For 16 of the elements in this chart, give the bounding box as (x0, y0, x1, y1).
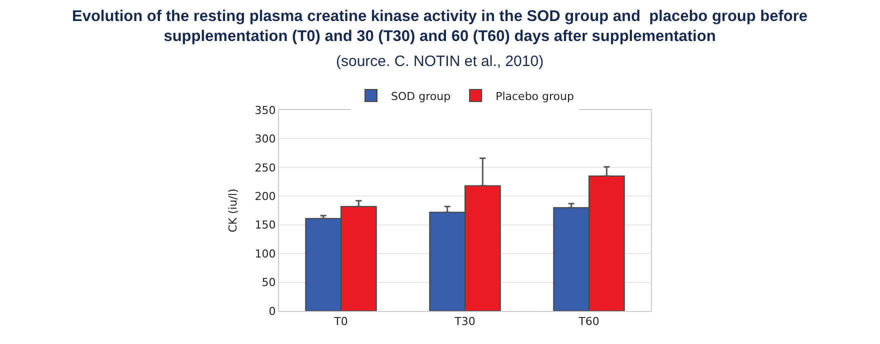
y-tick-label: 0 (268, 304, 276, 318)
y-tick-label: 200 (254, 190, 276, 203)
y-tick-label: 350 (254, 104, 276, 117)
y-tick-label: 300 (254, 132, 276, 146)
y-axis-title: CK (iu/l) (226, 188, 240, 232)
legend-label: Placebo group (496, 90, 574, 103)
legend-label: SOD group (391, 90, 451, 103)
x-tick-label: T30 (454, 315, 476, 328)
y-tick-label: 250 (254, 161, 276, 174)
y-tick-label: 50 (262, 276, 276, 290)
x-tick-label: T60 (578, 315, 600, 328)
y-tick-label: 150 (254, 218, 276, 232)
y-tick-label: 100 (254, 247, 276, 260)
chart-title: Evolution of the resting plasma creatine kinase activity in the SOD group and placebo group before supplementation (T0) and 30 (T30) and 60 (T60) days after supplementation (72, 8, 808, 46)
chart-subtitle: (source. C. NOTIN et al., 2010) (336, 53, 544, 70)
x-tick-label: T0 (333, 315, 348, 328)
